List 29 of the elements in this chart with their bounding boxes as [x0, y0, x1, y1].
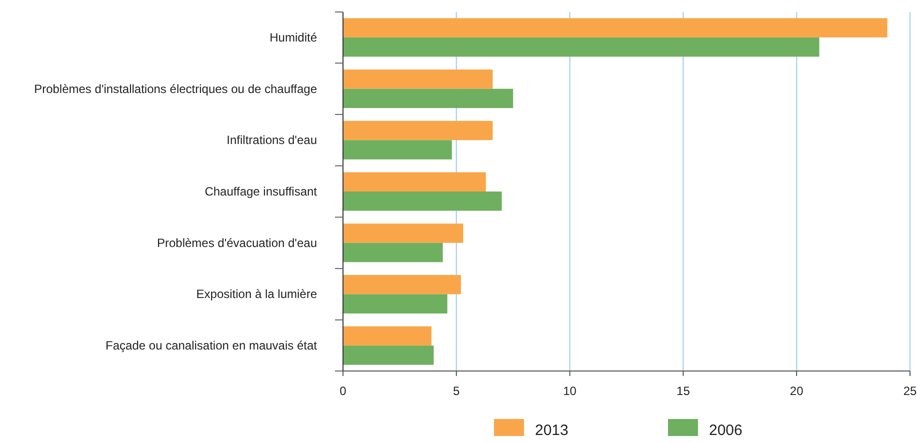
bar — [343, 346, 434, 365]
bar — [343, 274, 461, 294]
bar — [343, 294, 448, 314]
y-tick-label: Chauffage insuffisant — [204, 184, 318, 198]
bar — [343, 88, 514, 108]
y-tick-label: Problèmes d'installations électriques ou de chauffage — [34, 82, 318, 96]
y-tick-label: Exposition à la lumière — [196, 287, 318, 302]
x-tick-label: 25 — [903, 384, 917, 398]
y-tick-label: Infiltrations d'eau — [226, 133, 317, 148]
bar — [343, 172, 486, 192]
x-tick-label: 15 — [676, 384, 690, 398]
x-tick-label: 10 — [563, 384, 577, 398]
bar — [343, 326, 432, 346]
bar — [343, 192, 502, 211]
x-tick-label: 0 — [340, 384, 347, 398]
y-tick-label: Problèmes d'évacuation d'eau — [156, 236, 317, 250]
bar — [343, 242, 443, 262]
y-tick-label: Humidité — [270, 30, 318, 44]
bar — [343, 140, 452, 160]
x-tick-label: 5 — [453, 384, 460, 398]
bar — [343, 18, 888, 38]
bar — [343, 224, 464, 243]
bar — [343, 120, 493, 140]
legend-label: 2006 — [709, 422, 742, 439]
legend-label: 2013 — [535, 422, 568, 439]
bar — [343, 70, 493, 89]
x-tick-label: 20 — [790, 384, 804, 398]
y-tick-label: Façade ou canalisation en mauvais état — [106, 338, 318, 353]
bar — [343, 37, 820, 57]
